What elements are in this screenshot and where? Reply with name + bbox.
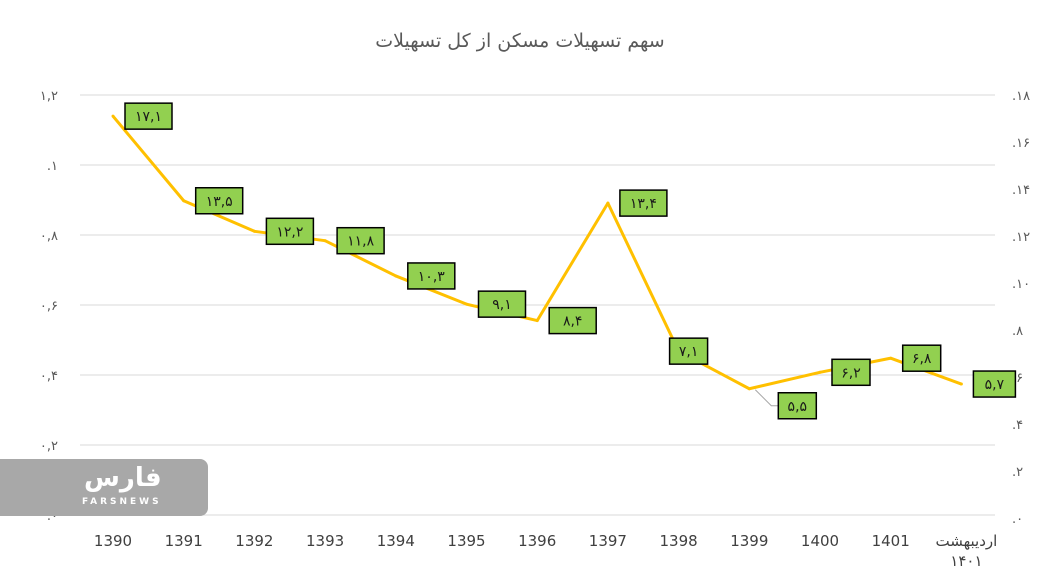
series-line bbox=[111, 115, 962, 391]
left-axis-tick: ۰,۶ bbox=[40, 299, 58, 314]
x-axis-label: 1399 bbox=[730, 532, 768, 550]
x-axis-label: 1400 bbox=[801, 532, 839, 550]
chart-title: سهم تسهیلات مسکن از کل تسهیلات bbox=[375, 30, 664, 52]
left-axis-tick: ۰,۴ bbox=[40, 369, 58, 384]
data-label-box bbox=[265, 217, 315, 246]
data-label: ۵,۵ bbox=[788, 399, 808, 415]
data-point bbox=[889, 356, 893, 360]
data-label: ۷,۱ bbox=[679, 344, 699, 360]
data-point bbox=[606, 201, 610, 205]
x-axis-label: 1397 bbox=[589, 532, 627, 550]
logo-text-fa: فارس bbox=[84, 463, 162, 493]
data-label-box bbox=[777, 392, 818, 420]
farsnews-watermark-logo: فارس FARSNEWS bbox=[0, 459, 208, 516]
data-label-box bbox=[407, 262, 456, 290]
data-point bbox=[747, 387, 751, 391]
data-label: ۱۷,۱ bbox=[135, 109, 162, 125]
x-axis-label: ۱۴۰۱ bbox=[950, 552, 982, 570]
data-label-box bbox=[972, 370, 1017, 398]
data-label: ۱۱,۸ bbox=[347, 234, 374, 250]
data-label: ۶,۲ bbox=[841, 365, 861, 381]
data-label-box bbox=[194, 187, 244, 215]
logo-text-en: FARSNEWS bbox=[82, 497, 162, 507]
data-label-box bbox=[901, 344, 942, 372]
data-point bbox=[182, 199, 186, 203]
right-axis-tick: .۲ bbox=[1012, 465, 1023, 480]
left-axis-tick: .۱ bbox=[47, 159, 58, 174]
data-label: ۵,۷ bbox=[985, 377, 1005, 393]
right-axis-tick: .۱۲ bbox=[1012, 230, 1030, 245]
x-axis-label: 1391 bbox=[165, 532, 203, 550]
data-point bbox=[535, 319, 539, 323]
right-axis-tick: .۱۶ bbox=[1012, 136, 1030, 151]
data-point bbox=[465, 302, 468, 306]
x-axis-label: 1396 bbox=[518, 532, 556, 550]
right-axis-tick: .۴ bbox=[1012, 418, 1023, 433]
right-axis-tick: .۱۴ bbox=[1012, 183, 1030, 198]
data-label-box bbox=[477, 290, 527, 318]
data-label: ۱۳,۴ bbox=[630, 196, 657, 212]
data-label: ۱۲,۲ bbox=[276, 224, 303, 240]
data-point bbox=[818, 370, 822, 374]
x-axis-label: 1398 bbox=[660, 532, 698, 550]
data-label-box bbox=[124, 102, 173, 130]
right-axis-tick: .۰ bbox=[1012, 512, 1023, 527]
x-axis-label: اردیبهشت bbox=[935, 532, 997, 550]
data-label-box bbox=[548, 306, 597, 335]
data-label: ۱۳,۵ bbox=[206, 194, 233, 210]
data-label-box bbox=[831, 358, 871, 387]
x-axis-label: 1393 bbox=[306, 532, 344, 550]
data-point bbox=[959, 382, 963, 386]
x-axis-label: 1401 bbox=[872, 532, 910, 550]
right-axis-tick: .۱۸ bbox=[1012, 89, 1030, 104]
data-point bbox=[111, 114, 115, 118]
x-axis-label: 1390 bbox=[94, 532, 132, 550]
x-axis-label: 1395 bbox=[447, 532, 485, 550]
x-axis-label: 1392 bbox=[235, 532, 273, 550]
data-label-box bbox=[668, 337, 709, 365]
right-axis-tick: .۶ bbox=[1012, 371, 1023, 386]
left-axis-tick: .۰ bbox=[47, 509, 58, 524]
leader-line bbox=[754, 389, 779, 407]
right-axis-tick: .۱۰ bbox=[1012, 277, 1030, 292]
x-axis-label: 1394 bbox=[377, 532, 415, 550]
data-label: ۸,۴ bbox=[563, 314, 583, 330]
left-axis-tick: ۰,۲ bbox=[40, 439, 58, 454]
data-label: ۶,۸ bbox=[912, 351, 932, 367]
data-label: ۱۰,۳ bbox=[418, 269, 445, 285]
right-axis-tick: .۸ bbox=[1012, 324, 1023, 339]
data-point bbox=[323, 239, 327, 243]
data-label-box bbox=[336, 226, 385, 255]
left-axis-tick: ۱,۲ bbox=[40, 89, 58, 104]
data-label: ۹,۱ bbox=[492, 297, 512, 313]
data-label-box bbox=[619, 189, 668, 217]
data-point bbox=[252, 229, 256, 233]
data-point bbox=[394, 274, 398, 278]
left-axis-tick: ۰,۸ bbox=[40, 229, 58, 244]
